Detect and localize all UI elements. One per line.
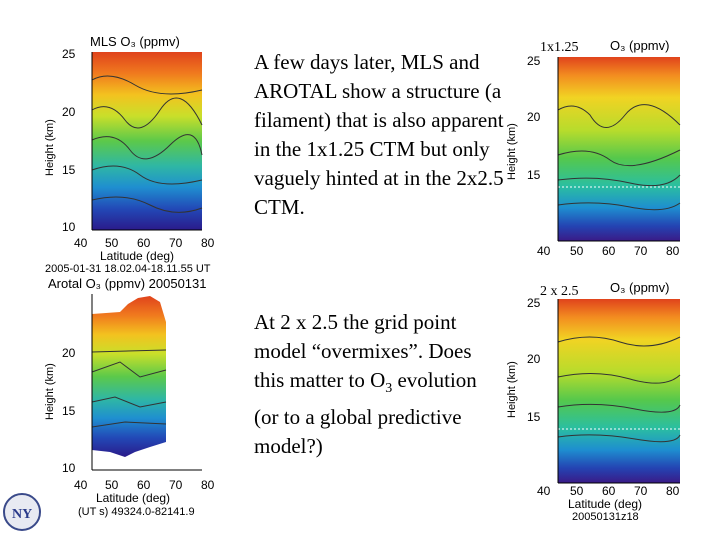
ctm2-plot xyxy=(557,299,681,484)
ctm2-xtick: 40 xyxy=(537,484,551,498)
arotal-xtick: 70 xyxy=(169,478,183,492)
ctm1-ytick: 15 xyxy=(527,168,541,182)
ctm1-label: 1x1.25 xyxy=(540,40,579,55)
mls-title: MLS O₃ (ppmv) xyxy=(90,34,180,49)
mls-ytick: 10 xyxy=(62,220,76,234)
mls-xtick: 50 xyxy=(105,236,119,250)
ctm2-label: 2 x 2.5 xyxy=(540,284,579,299)
arotal-ytick: 20 xyxy=(62,346,76,360)
mls-plot xyxy=(91,52,203,231)
ctm1-ytick: 20 xyxy=(527,110,541,124)
arotal-xtick: 60 xyxy=(137,478,151,492)
paragraph-overmixes-part1: At 2 x 2.5 the grid point model “overmix… xyxy=(254,310,472,392)
ctm1-xtick: 40 xyxy=(537,244,551,258)
ctm2-title: O₃ (ppmv) xyxy=(610,280,670,295)
logo-icon: NY xyxy=(3,493,41,531)
ctm1-title: O₃ (ppmv) xyxy=(610,38,670,53)
ctm2-ytick: 15 xyxy=(527,410,541,424)
ctm2-xtick: 70 xyxy=(634,484,648,498)
ctm1-plot xyxy=(557,57,681,242)
mls-ylabel: Height (km) xyxy=(44,119,56,176)
ctm1-ytick: 25 xyxy=(527,54,541,68)
paragraph-filament: A few days later, MLS and AROTAL show a … xyxy=(254,50,504,219)
ctm1-xtick: 80 xyxy=(666,244,680,258)
arotal-xtick: 40 xyxy=(74,478,88,492)
ctm1-xtick: 60 xyxy=(602,244,616,258)
arotal-plot xyxy=(91,294,202,471)
paragraph-overmixes: At 2 x 2.5 the grid point model “overmix… xyxy=(254,308,504,461)
mls-caption: 2005-01-31 18.02.04-18.11.55 UT xyxy=(45,263,211,275)
mls-xtick: 80 xyxy=(201,236,215,250)
paragraph-overmixes-subscript: 3 xyxy=(385,381,393,397)
ctm2-xlabel: Latitude (deg) xyxy=(568,497,643,511)
ctm2-ylabel: Height (km) xyxy=(506,361,518,418)
mls-xtick: 60 xyxy=(137,236,151,250)
arotal-title: Arotal O₃ (ppmv) 20050131 xyxy=(48,276,207,291)
mls-ytick: 25 xyxy=(62,47,76,61)
ctm1-ylabel: Height (km) xyxy=(506,123,518,180)
ctm2-caption: 20050131z18 xyxy=(572,511,639,523)
ctm2-xtick: 80 xyxy=(666,484,680,498)
mls-xlabel: Latitude (deg) xyxy=(100,249,175,263)
mls-xtick: 70 xyxy=(169,236,183,250)
arotal-xtick: 50 xyxy=(105,478,119,492)
ctm2-xtick: 60 xyxy=(602,484,616,498)
arotal-ytick: 10 xyxy=(62,461,76,475)
mls-ytick: 15 xyxy=(62,163,76,177)
paragraph-overmixes-part2: evolution (or to a global predictive mod… xyxy=(254,368,477,459)
institution-logo: NY xyxy=(2,488,42,541)
arotal-xtick: 80 xyxy=(201,478,215,492)
arotal-ytick: 15 xyxy=(62,404,76,418)
ctm2-ytick: 25 xyxy=(527,296,541,310)
ctm1-xtick: 50 xyxy=(570,244,584,258)
logo-text: NY xyxy=(12,507,32,522)
ctm2-ytick: 20 xyxy=(527,352,541,366)
mls-ytick: 20 xyxy=(62,105,76,119)
ctm1-xtick: 70 xyxy=(634,244,648,258)
arotal-caption: (UT s) 49324.0-82141.9 xyxy=(78,506,195,518)
ctm2-xtick: 50 xyxy=(570,484,584,498)
mls-xtick: 40 xyxy=(74,236,88,250)
arotal-xlabel: Latitude (deg) xyxy=(96,491,171,505)
arotal-ylabel: Height (km) xyxy=(44,363,56,420)
